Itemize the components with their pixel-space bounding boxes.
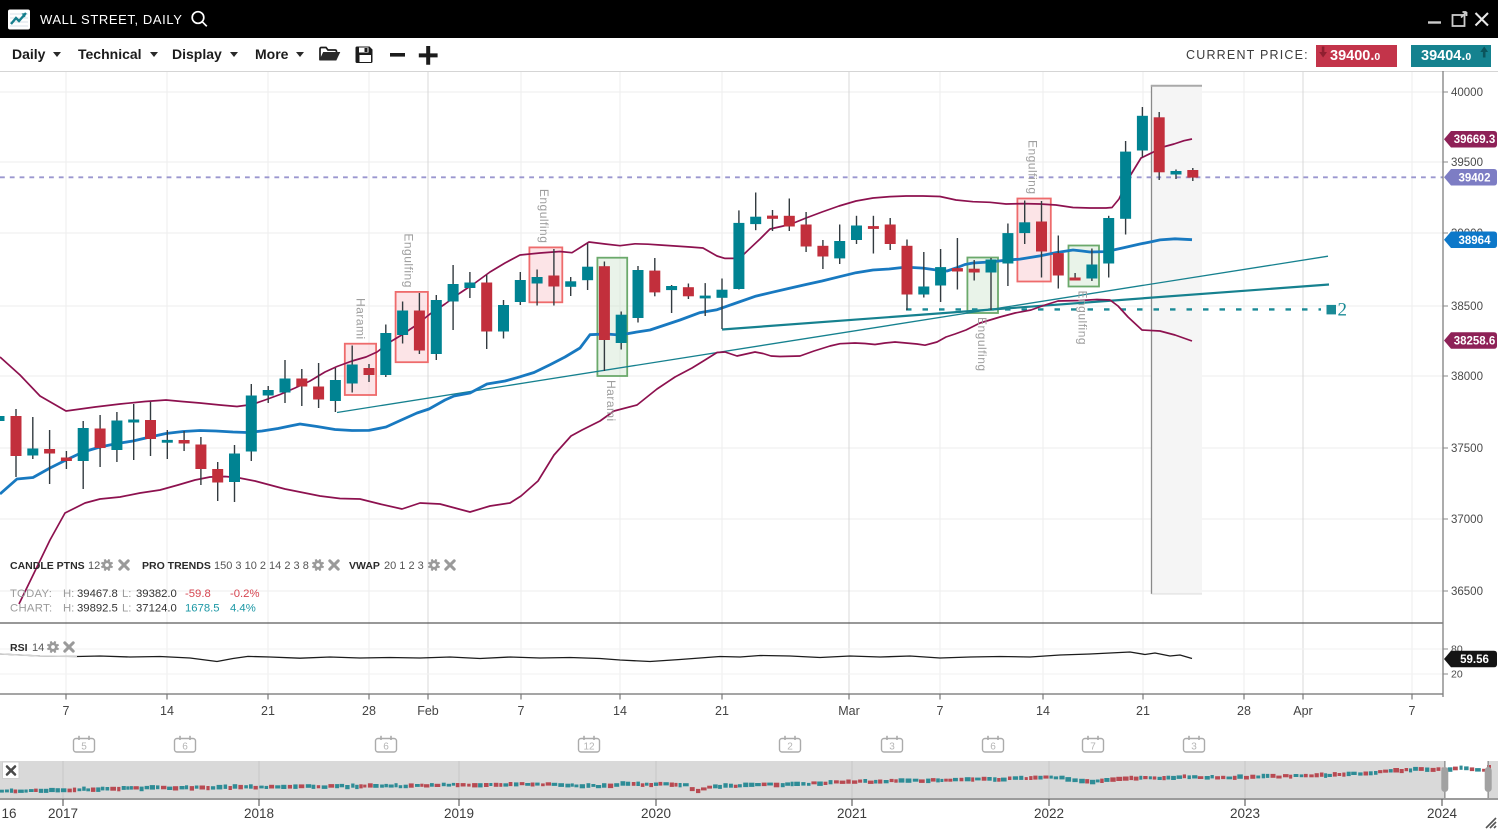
svg-text:Engulfing: Engulfing [537, 189, 551, 244]
svg-text:37000: 37000 [1451, 514, 1483, 526]
svg-text:150 3 10 2 14 2 3 8: 150 3 10 2 14 2 3 8 [214, 560, 309, 572]
svg-text:2022: 2022 [1034, 806, 1064, 821]
svg-text:2: 2 [787, 742, 793, 753]
svg-text:3: 3 [889, 742, 895, 753]
svg-text:Apr: Apr [1293, 704, 1312, 718]
svg-text:2019: 2019 [444, 806, 474, 821]
svg-text:2023: 2023 [1230, 806, 1260, 821]
svg-text:Mar: Mar [838, 704, 860, 718]
svg-text:20: 20 [1451, 669, 1463, 681]
svg-text:21: 21 [715, 704, 729, 718]
svg-text:5: 5 [81, 742, 87, 753]
svg-text:6: 6 [182, 742, 188, 753]
svg-text:14: 14 [613, 704, 627, 718]
svg-text:Engulfing: Engulfing [975, 317, 989, 372]
svg-text:37500: 37500 [1451, 443, 1483, 455]
svg-text:RSI: RSI [10, 642, 28, 654]
svg-text:38000: 38000 [1451, 371, 1483, 383]
svg-text:39669.3: 39669.3 [1454, 134, 1496, 146]
svg-text:3: 3 [1191, 742, 1197, 753]
svg-text:39467.8: 39467.8 [77, 588, 118, 600]
svg-text:2021: 2021 [837, 806, 867, 821]
svg-text:6: 6 [383, 742, 389, 753]
svg-text:7: 7 [518, 704, 525, 718]
svg-text:VWAP: VWAP [349, 560, 380, 572]
svg-text:37124.0: 37124.0 [136, 603, 177, 615]
svg-text:39382.0: 39382.0 [136, 588, 177, 600]
svg-text:2: 2 [1338, 300, 1348, 321]
svg-text:12: 12 [583, 742, 595, 753]
svg-text:21: 21 [1136, 704, 1150, 718]
svg-text:L:: L: [122, 603, 131, 615]
svg-text:28: 28 [362, 704, 376, 718]
svg-text:L:: L: [122, 588, 131, 600]
svg-text:Engulfing: Engulfing [1026, 140, 1040, 195]
svg-text:16: 16 [1, 806, 16, 821]
svg-text:80: 80 [1451, 644, 1463, 656]
svg-text:7: 7 [1409, 704, 1416, 718]
svg-text:Engulfing: Engulfing [1076, 291, 1090, 346]
svg-text:-0.2%: -0.2% [230, 588, 260, 600]
svg-text:14: 14 [160, 704, 174, 718]
svg-text:7: 7 [63, 704, 70, 718]
svg-text:1678.5: 1678.5 [185, 603, 220, 615]
svg-text:2020: 2020 [641, 806, 671, 821]
svg-text:39500: 39500 [1451, 157, 1483, 169]
svg-text:39402: 39402 [1459, 172, 1491, 184]
svg-text:TODAY:: TODAY: [10, 588, 52, 600]
svg-text:4.4%: 4.4% [230, 603, 256, 615]
svg-text:H:: H: [63, 588, 74, 600]
svg-text:20 1 2 3: 20 1 2 3 [384, 560, 424, 572]
svg-text:Feb: Feb [417, 704, 439, 718]
svg-text:2024: 2024 [1427, 806, 1458, 821]
svg-text:2018: 2018 [244, 806, 274, 821]
svg-text:36500: 36500 [1451, 586, 1483, 598]
svg-text:H:: H: [63, 603, 74, 615]
svg-text:39892.5: 39892.5 [77, 603, 118, 615]
svg-text:CANDLE PTNS: CANDLE PTNS [10, 560, 85, 572]
svg-text:Engulfing: Engulfing [401, 233, 415, 288]
svg-text:2017: 2017 [48, 806, 78, 821]
svg-text:12: 12 [88, 560, 100, 572]
svg-text:7: 7 [1090, 742, 1096, 753]
svg-text:CHART:: CHART: [10, 603, 52, 615]
svg-text:14: 14 [1036, 704, 1050, 718]
svg-text:Harami: Harami [604, 380, 618, 422]
svg-text:PRO TRENDS: PRO TRENDS [142, 560, 211, 572]
svg-text:Harami: Harami [353, 298, 367, 340]
svg-text:38258.6: 38258.6 [1454, 336, 1496, 348]
svg-text:28: 28 [1237, 704, 1251, 718]
svg-text:14: 14 [32, 642, 44, 654]
svg-text:6: 6 [990, 742, 996, 753]
svg-text:38500: 38500 [1451, 301, 1483, 313]
svg-text:-59.8: -59.8 [185, 588, 211, 600]
svg-text:59.56: 59.56 [1460, 654, 1489, 666]
svg-text:40000: 40000 [1451, 87, 1483, 99]
svg-text:21: 21 [261, 704, 275, 718]
svg-text:38964: 38964 [1459, 235, 1492, 247]
svg-text:7: 7 [937, 704, 944, 718]
